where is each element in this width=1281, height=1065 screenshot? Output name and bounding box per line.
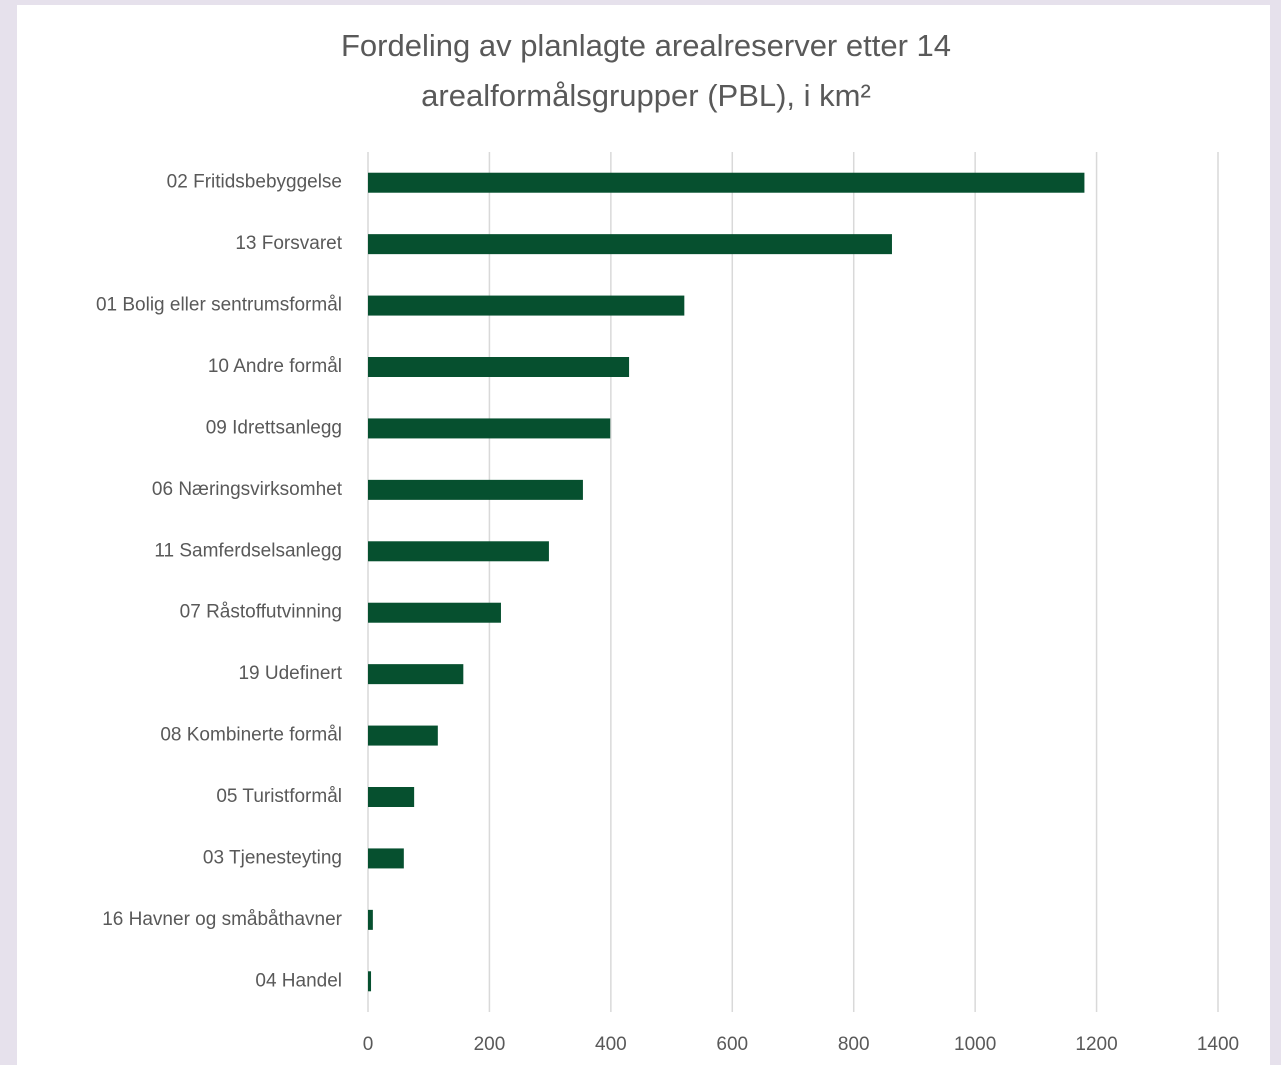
bar [368,848,404,869]
x-tick-label: 1400 [1197,1034,1239,1055]
y-tick-label: 10 Andre formål [208,356,342,377]
bar [368,971,372,992]
bar [368,909,373,930]
y-tick-label: 13 Forsvaret [235,233,342,254]
y-tick-label: 03 Tjenesteyting [203,847,342,868]
bar [368,787,415,807]
x-tick-label: 400 [595,1034,627,1055]
bar [368,541,549,562]
y-tick-label: 11 Samferdselsanlegg [154,540,342,561]
bar [368,664,464,685]
title-box: Fordeling av planlagte arealreserver ett… [340,28,951,113]
bar [368,295,685,316]
y-tick-label: 06 Næringsvirksomhet [152,479,343,500]
y-tick-label: 16 Havner og småbåthavner [102,909,342,930]
bar [368,357,630,377]
x-tick-label: 0 [363,1034,374,1055]
y-tick-label: 02 Fritidsbebyggelse [167,172,342,193]
bar [368,418,611,439]
x-tick-label: 200 [474,1034,506,1055]
x-tick-label: 800 [838,1034,870,1055]
y-tick-label: 19 Udefinert [238,663,342,684]
bar [368,172,1085,193]
bar [368,479,583,500]
y-tick-label: 07 Råstoffutvinning [180,602,342,623]
x-tick-label: 1000 [954,1034,996,1055]
y-tick-label: 05 Turistformål [216,786,342,807]
x-tick-label: 1200 [1075,1034,1117,1055]
y-tick-label: 09 Idrettsanlegg [206,417,342,438]
bar [368,725,438,746]
chart-background [17,5,1270,1065]
bar [368,602,501,623]
y-tick-label: 04 Handel [255,970,342,991]
x-tick-label: 600 [716,1034,748,1055]
y-tick-label: 08 Kombinerte formål [160,725,342,746]
chart-title: Fordeling av planlagte arealreserver ett… [340,28,951,113]
y-tick-label: 01 Bolig eller sentrumsformål [96,295,342,316]
bar [368,234,892,255]
